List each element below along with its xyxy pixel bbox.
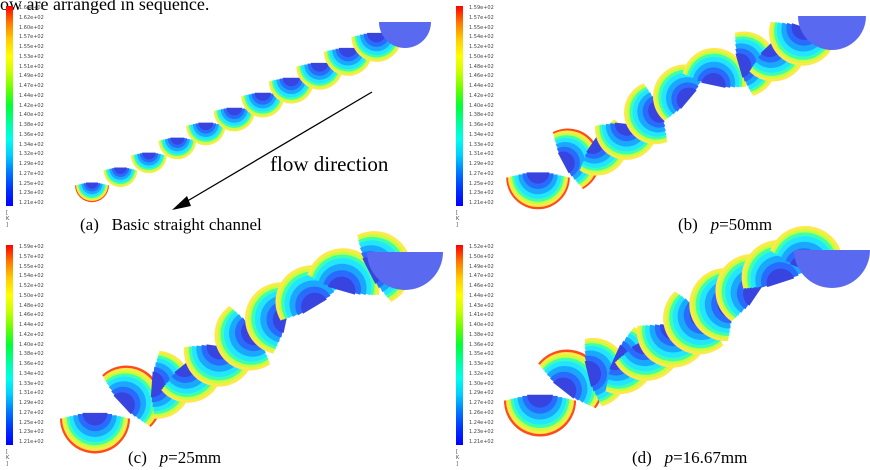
channel-cross-section xyxy=(75,183,109,203)
channel-cross-section xyxy=(506,172,570,209)
arrow-head xyxy=(172,196,191,210)
panel-b: 1.59e+02 1.57e+02 1.55e+02 1.54e+02 1.52e+02… xyxy=(450,0,870,235)
caption-value: =50mm xyxy=(719,215,772,234)
caption-label: (c) xyxy=(128,448,147,467)
panel-d: 1.52e+02 1.50e+02 1.49e+02 1.47e+02 1.46e+02… xyxy=(450,240,870,470)
caption-variable: p xyxy=(711,215,720,234)
contour-plot-d xyxy=(450,240,870,470)
flow-direction-label: flow direction xyxy=(270,152,388,177)
caption-b: (b) p=50mm xyxy=(678,215,772,235)
panel-a: 1.64e+02 1.62e+02 1.60e+02 1.57e+02 1.55e+02… xyxy=(0,0,435,235)
caption-c: (c) p=25mm xyxy=(128,448,221,468)
caption-value: =16.67mm xyxy=(673,448,747,467)
caption-label: (b) xyxy=(678,215,698,234)
contour-plot-b xyxy=(450,0,870,235)
contour-plot-c xyxy=(0,240,435,470)
contour-plot-a xyxy=(0,0,435,235)
panel-c: 1.59e+02 1.57e+02 1.55e+02 1.54e+02 1.52e+02… xyxy=(0,240,435,470)
caption-label: (a) xyxy=(80,215,99,234)
caption-a: (a) Basic straight channel xyxy=(80,215,262,235)
caption-d: (d) p=16.67mm xyxy=(632,448,747,468)
channel-cross-section xyxy=(131,153,167,174)
channel-cross-section xyxy=(60,413,130,454)
caption-variable: p xyxy=(665,448,674,467)
channel-cross-section xyxy=(504,395,576,437)
channel-cross-section xyxy=(104,168,138,188)
caption-variable: p xyxy=(160,448,169,467)
caption-label: (d) xyxy=(632,448,652,467)
channel-cross-section xyxy=(794,250,870,288)
caption-text: Basic straight channel xyxy=(112,215,262,234)
caption-value: =25mm xyxy=(168,448,221,467)
